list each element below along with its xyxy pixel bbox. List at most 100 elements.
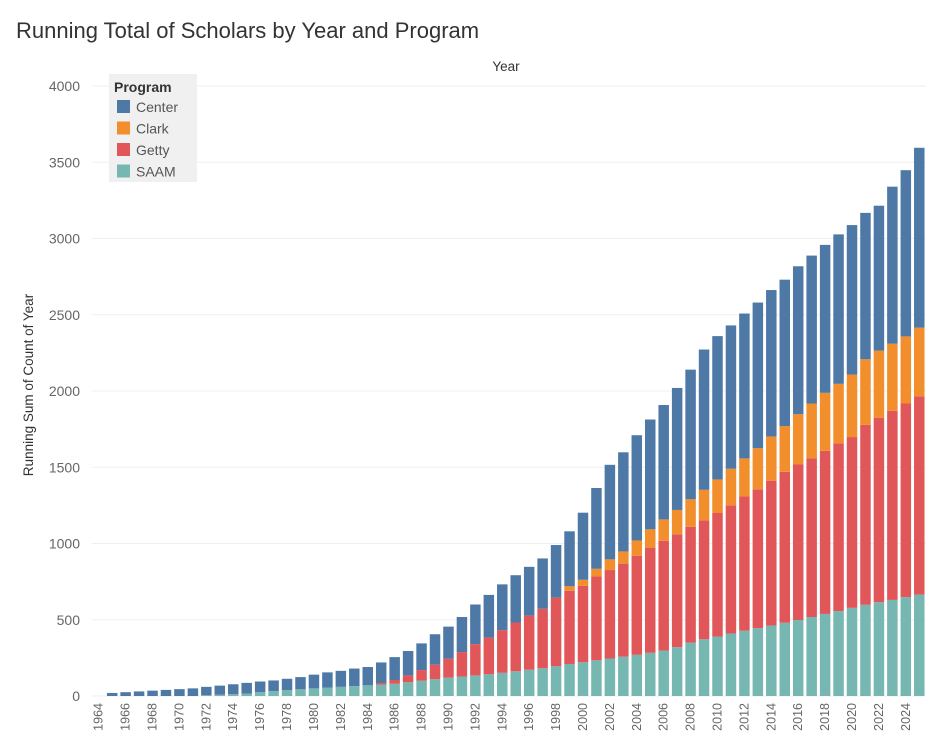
x-tick-label: 1992 <box>468 703 482 731</box>
bar-getty-2001 <box>591 576 602 661</box>
bar-getty-1987 <box>402 675 414 683</box>
bar-saam-1979 <box>295 689 306 696</box>
bar-clark-2017 <box>806 403 817 459</box>
bar-center-1978 <box>281 678 293 691</box>
y-tick-label: 3000 <box>49 231 80 247</box>
bar-getty-2015 <box>779 471 791 623</box>
bar-clark-2025 <box>914 327 925 397</box>
x-tick-label: 1990 <box>441 703 455 731</box>
bar-getty-2024 <box>900 403 912 598</box>
bar-center-2022 <box>873 205 885 351</box>
bar-saam-2011 <box>725 633 737 696</box>
bar-center-2004 <box>631 435 643 541</box>
x-tick-label: 2012 <box>737 703 751 731</box>
x-tick-label: 1980 <box>307 703 321 731</box>
x-tick-label: 1984 <box>361 703 375 731</box>
bar-saam-2022 <box>873 602 885 696</box>
bar-saam-2000 <box>577 662 589 696</box>
bar-getty-2003 <box>618 563 629 657</box>
y-axis-ticks: 0 500 1000 1500 2000 2500 3000 3500 4000 <box>49 78 80 704</box>
bar-center-1988 <box>416 643 427 671</box>
bar-clark-2013 <box>752 448 764 490</box>
bar-saam-1982 <box>335 686 347 696</box>
bar-saam-2004 <box>631 654 643 696</box>
bar-saam-2001 <box>591 660 602 696</box>
bar-saam-1974 <box>227 694 239 696</box>
x-tick-label: 2002 <box>603 703 617 731</box>
bar-clark-1999 <box>564 586 575 591</box>
bar-saam-2012 <box>739 630 750 696</box>
bar-clark-2024 <box>900 336 912 404</box>
x-tick-label: 1994 <box>495 703 509 731</box>
bar-center-2003 <box>618 452 629 552</box>
bar-getty-2006 <box>658 540 669 651</box>
bar-clark-2000 <box>577 579 589 586</box>
bar-saam-1989 <box>429 679 441 696</box>
bar-getty-1994 <box>497 630 508 673</box>
bar-clark-2022 <box>873 350 885 418</box>
bar-center-1971 <box>187 688 199 696</box>
chart-title: Running Total of Scholars by Year and Pr… <box>16 18 480 43</box>
bar-saam-1988 <box>416 680 427 696</box>
legend-swatch-center <box>117 100 130 113</box>
bar-center-1984 <box>362 667 374 686</box>
bar-center-1997 <box>537 558 548 609</box>
bar-center-2021 <box>860 212 871 360</box>
bar-saam-1999 <box>564 663 575 696</box>
bar-clark-2011 <box>725 468 737 506</box>
bar-saam-1992 <box>470 675 481 696</box>
x-tick-label: 2004 <box>630 703 644 731</box>
bar-center-2005 <box>644 419 656 530</box>
bar-center-2020 <box>846 225 858 375</box>
bar-saam-2016 <box>792 620 804 696</box>
bar-center-1985 <box>375 662 387 684</box>
bar-getty-2023 <box>887 410 898 600</box>
bar-getty-2011 <box>725 505 737 634</box>
bar-center-1976 <box>254 681 266 693</box>
x-tick-label: 1974 <box>226 703 240 731</box>
bar-saam-1983 <box>349 686 360 696</box>
bar-center-1998 <box>550 545 562 598</box>
bar-saam-2019 <box>833 611 844 696</box>
y-tick-label: 4000 <box>49 78 80 94</box>
x-tick-label: 1996 <box>522 703 536 731</box>
bar-saam-1987 <box>402 682 414 696</box>
bar-clark-2021 <box>860 359 871 425</box>
y-tick-label: 3500 <box>49 154 80 170</box>
bar-center-2017 <box>806 255 817 404</box>
bar-center-1994 <box>497 584 508 631</box>
legend: Program Center Clark Getty SAAM <box>109 74 197 182</box>
x-tick-label: 1968 <box>146 703 160 731</box>
legend-label-getty: Getty <box>136 142 169 158</box>
bar-saam-1997 <box>537 668 548 696</box>
bar-center-1999 <box>564 531 575 587</box>
bar-center-2007 <box>671 387 683 510</box>
bar-getty-1988 <box>416 670 427 681</box>
bar-saam-2015 <box>779 622 791 696</box>
x-tick-label: 2006 <box>657 703 671 731</box>
bar-saam-1994 <box>497 672 508 696</box>
bar-saam-1972 <box>201 695 212 696</box>
bar-clark-2004 <box>631 540 643 556</box>
bar-saam-1990 <box>443 677 454 696</box>
x-tick-label: 2014 <box>764 703 778 731</box>
bar-saam-2006 <box>658 650 669 696</box>
bar-center-1982 <box>335 670 347 687</box>
bar-clark-2019 <box>833 383 844 444</box>
bar-center-1965 <box>106 692 118 696</box>
y-tick-label: 2000 <box>49 383 80 399</box>
x-tick-label: 1966 <box>119 703 133 731</box>
bar-saam-2021 <box>860 604 871 696</box>
bar-clark-2009 <box>698 489 710 521</box>
bar-getty-2019 <box>833 443 844 612</box>
x-tick-label: 1982 <box>334 703 348 731</box>
bar-clark-2012 <box>739 458 750 497</box>
bar-saam-2008 <box>685 642 696 696</box>
bar-getty-1998 <box>550 597 562 667</box>
bar-center-1977 <box>268 680 279 692</box>
bar-saam-2024 <box>900 597 912 696</box>
bar-saam-2020 <box>846 607 858 696</box>
bar-getty-2010 <box>712 513 723 637</box>
bar-getty-2018 <box>819 450 831 614</box>
x-tick-label: 2000 <box>576 703 590 731</box>
